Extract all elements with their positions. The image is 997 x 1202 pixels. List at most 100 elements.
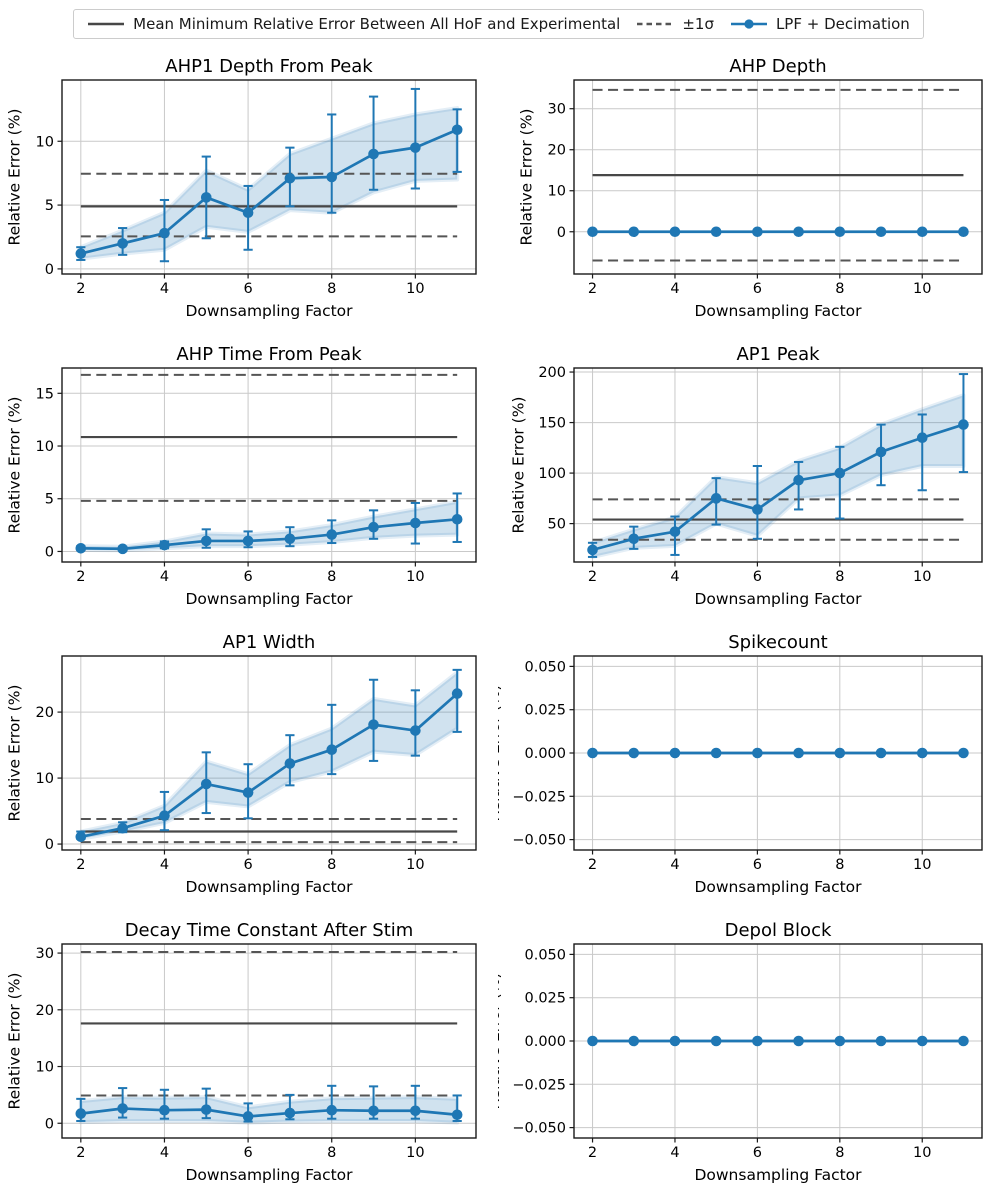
lpf-line-sample-icon xyxy=(730,19,767,29)
x-axis-label: Downsampling Factor xyxy=(694,302,862,320)
x-axis-label: Downsampling Factor xyxy=(694,590,862,608)
svg-text:4: 4 xyxy=(160,1145,169,1161)
svg-text:8: 8 xyxy=(327,281,336,297)
chart-ahp-time-from-peak: 2 4 6 8 10 0 5 10 15 AHP Time From Peak Downsampli… xyxy=(6,344,477,608)
svg-text:0.025: 0.025 xyxy=(524,703,566,719)
svg-text:8: 8 xyxy=(835,1145,844,1161)
svg-text:20: 20 xyxy=(36,705,54,721)
svg-text:−0.025: −0.025 xyxy=(512,789,566,805)
svg-text:8: 8 xyxy=(835,281,844,297)
svg-text:10: 10 xyxy=(36,134,54,150)
svg-text:6: 6 xyxy=(753,1145,762,1161)
legend-item-sigma: ±1σ xyxy=(636,13,714,35)
svg-text:6: 6 xyxy=(753,569,762,585)
svg-text:4: 4 xyxy=(670,857,679,873)
svg-text:8: 8 xyxy=(327,1145,336,1161)
x-axis-label: Downsampling Factor xyxy=(694,1166,862,1184)
svg-text:0: 0 xyxy=(45,1116,54,1132)
svg-text:30: 30 xyxy=(548,102,566,118)
subplot-ahp-time-from-peak: 2 4 6 8 10 0 5 10 15 AHP Time From Peak Downsampli… xyxy=(0,334,498,622)
legend-label-lpf: LPF + Decimation xyxy=(775,15,910,33)
y-axis-label: Relative Error (%) xyxy=(6,109,24,246)
svg-text:4: 4 xyxy=(670,1145,679,1161)
y-axis-label: Relative Error (%) xyxy=(518,109,536,246)
chart-title: Spikecount xyxy=(728,632,828,653)
chart-decay-time-constant-after-stim: 2 4 6 8 10 0 10 20 30 Decay Time Constant After S… xyxy=(6,920,477,1184)
chart-title: Decay Time Constant After Stim xyxy=(125,920,414,941)
svg-text:0.050: 0.050 xyxy=(524,947,566,963)
svg-text:150: 150 xyxy=(538,416,566,432)
x-axis-label: Downsampling Factor xyxy=(185,590,353,608)
charts-grid: 2 4 6 8 10 0 5 10 AHP1 Depth From Peak Downsampli… xyxy=(0,46,997,1198)
svg-text:6: 6 xyxy=(753,857,762,873)
svg-text:10: 10 xyxy=(36,439,54,455)
svg-text:10: 10 xyxy=(913,569,931,585)
svg-text:0.000: 0.000 xyxy=(524,746,566,762)
x-axis-label: Downsampling Factor xyxy=(185,302,353,320)
svg-text:10: 10 xyxy=(406,281,424,297)
subplot-ap1-width: 2 4 6 8 10 0 10 20 AP1 Width Downsampling Factor R… xyxy=(0,622,498,910)
legend-label-sigma: ±1σ xyxy=(682,15,714,33)
chart-title: AHP Depth xyxy=(729,56,826,77)
x-axis-label: Downsampling Factor xyxy=(694,878,862,896)
svg-text:20: 20 xyxy=(36,1003,54,1019)
svg-text:2: 2 xyxy=(76,857,85,873)
y-axis-label: Relative Error (%) xyxy=(498,973,503,1110)
svg-text:10: 10 xyxy=(913,857,931,873)
chart-title: AP1 Width xyxy=(223,632,316,653)
svg-text:8: 8 xyxy=(327,569,336,585)
svg-text:2: 2 xyxy=(588,569,597,585)
chart-title: AHP Time From Peak xyxy=(176,344,362,365)
svg-text:2: 2 xyxy=(588,1145,597,1161)
svg-text:200: 200 xyxy=(538,365,566,381)
y-axis-label: Relative Error (%) xyxy=(509,397,527,534)
svg-text:10: 10 xyxy=(406,1145,424,1161)
y-axis-label: Relative Error (%) xyxy=(6,973,24,1110)
svg-text:−0.050: −0.050 xyxy=(512,1121,566,1137)
legend-item-mean: Mean Minimum Relative Error Between All … xyxy=(87,13,620,35)
svg-text:−0.050: −0.050 xyxy=(512,833,566,849)
chart-ap1-peak: 2 4 6 8 10 50 100 150 200 AP1 Peak Downsampling Fa… xyxy=(509,344,983,608)
svg-text:2: 2 xyxy=(588,281,597,297)
y-axis-label: Relative Error (%) xyxy=(6,685,24,822)
svg-text:6: 6 xyxy=(243,857,252,873)
subplot-ap1-peak: 2 4 6 8 10 50 100 150 200 AP1 Peak Downsampling Fa… xyxy=(498,334,997,622)
y-axis-label: Relative Error (%) xyxy=(6,397,24,534)
svg-text:2: 2 xyxy=(76,1145,85,1161)
svg-text:100: 100 xyxy=(538,466,566,482)
svg-text:10: 10 xyxy=(913,281,931,297)
svg-text:10: 10 xyxy=(913,1145,931,1161)
svg-text:−0.025: −0.025 xyxy=(512,1077,566,1093)
svg-text:5: 5 xyxy=(45,198,54,214)
svg-text:50: 50 xyxy=(548,517,566,533)
svg-text:8: 8 xyxy=(835,569,844,585)
svg-text:10: 10 xyxy=(406,857,424,873)
legend-label-mean: Mean Minimum Relative Error Between All … xyxy=(133,15,621,33)
svg-text:15: 15 xyxy=(36,386,54,402)
chart-ahp1-depth-from-peak: 2 4 6 8 10 0 5 10 AHP1 Depth From Peak Downsampli… xyxy=(6,56,477,320)
svg-text:0.025: 0.025 xyxy=(524,991,566,1007)
subplot-decay-time-constant-after-stim: 2 4 6 8 10 0 10 20 30 Decay Time Constant After S… xyxy=(0,910,498,1198)
sigma-line-sample-icon xyxy=(637,22,674,26)
svg-text:4: 4 xyxy=(670,569,679,585)
chart-ahp-depth: 2 4 6 8 10 0 10 20 30 AHP Depth Downsampling Facto… xyxy=(518,56,983,320)
chart-title: AHP1 Depth From Peak xyxy=(165,56,373,77)
svg-text:4: 4 xyxy=(160,857,169,873)
svg-text:0.050: 0.050 xyxy=(524,659,566,675)
svg-text:5: 5 xyxy=(45,492,54,508)
subplot-spikecount: 2 4 6 8 10 −0.050 −0.025 0.000 0.025 0.050 Spikeco… xyxy=(485,622,997,910)
svg-text:2: 2 xyxy=(76,281,85,297)
svg-text:10: 10 xyxy=(36,771,54,787)
chart-title: Depol Block xyxy=(725,920,832,941)
subplot-depol-block: 2 4 6 8 10 −0.050 −0.025 0.000 0.025 0.050 Depol B… xyxy=(485,910,997,1198)
mean-line-sample-icon xyxy=(88,22,125,26)
svg-text:4: 4 xyxy=(670,281,679,297)
svg-text:2: 2 xyxy=(76,569,85,585)
svg-text:0: 0 xyxy=(45,837,54,853)
svg-text:6: 6 xyxy=(243,281,252,297)
svg-text:20: 20 xyxy=(548,143,566,159)
svg-text:0: 0 xyxy=(45,262,54,278)
figure-legend: Mean Minimum Relative Error Between All … xyxy=(73,9,924,39)
svg-text:10: 10 xyxy=(548,184,566,200)
svg-text:6: 6 xyxy=(243,1145,252,1161)
